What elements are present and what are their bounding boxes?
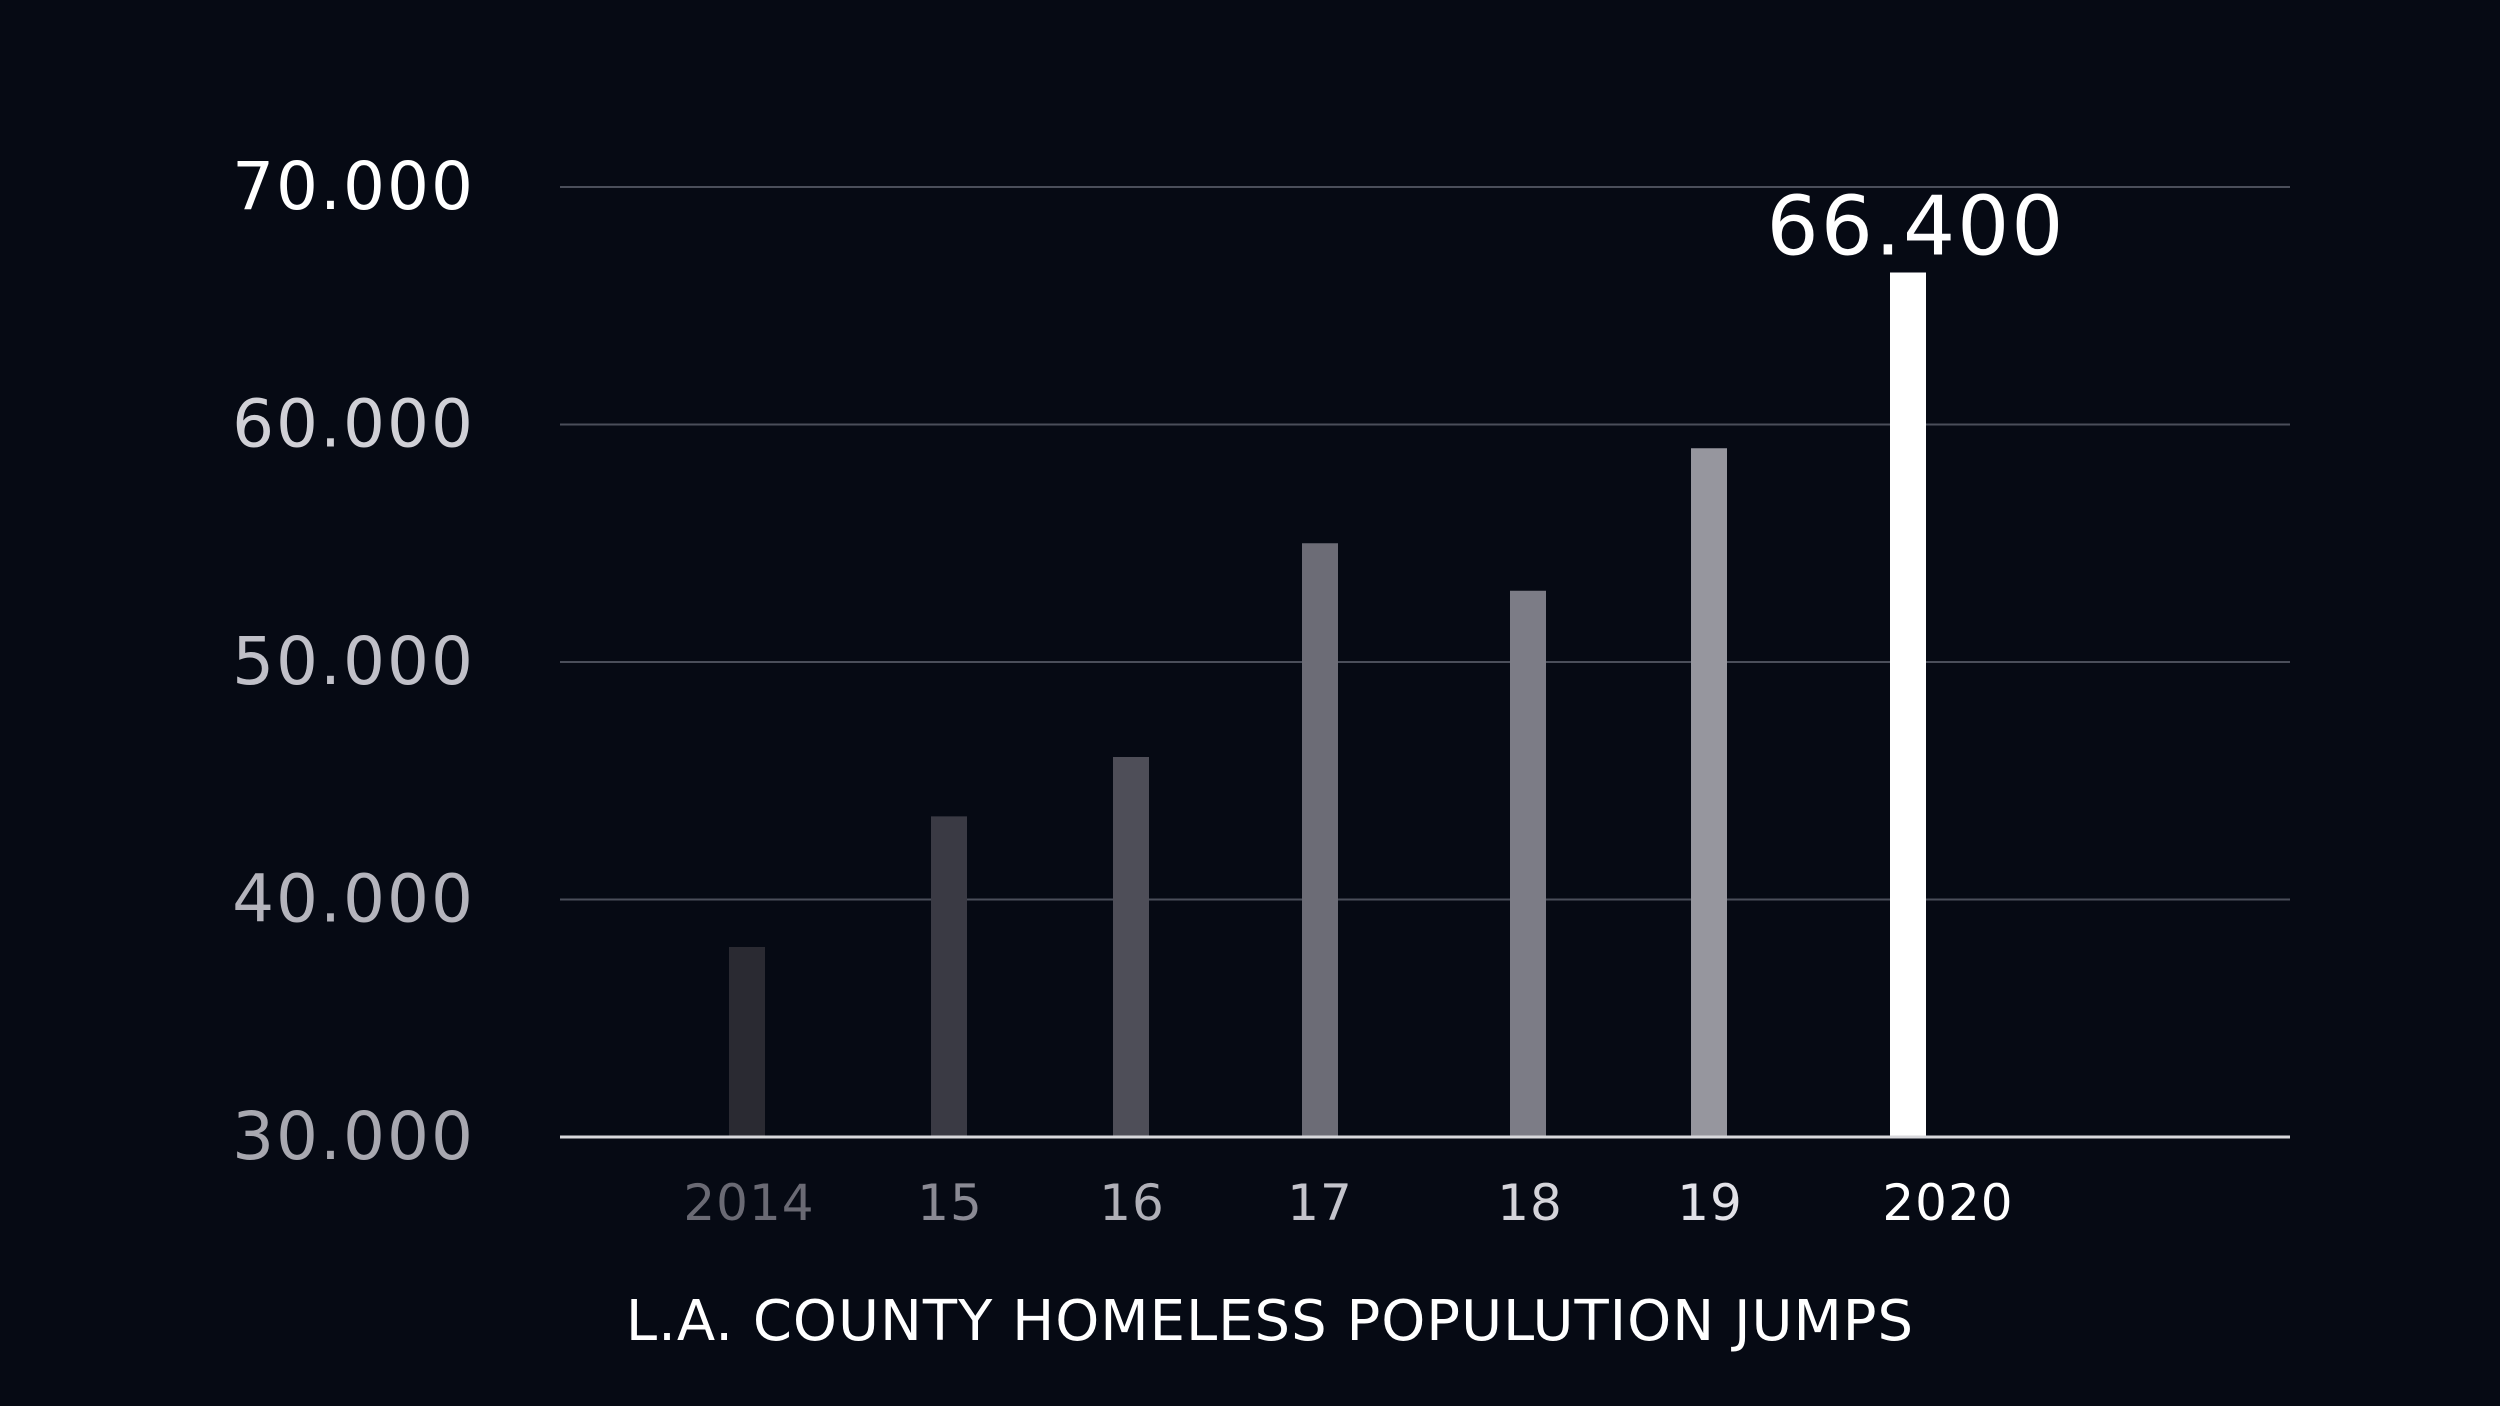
- y-tick-label: 70.000: [232, 148, 475, 225]
- gridlines: [560, 186, 2290, 901]
- bar-2014: [729, 947, 765, 1137]
- labels: 30.000 40.000 50.000 60.000 70.000 2014 15 16 17…: [232, 148, 2066, 1232]
- bar-18: [1510, 590, 1546, 1137]
- x-tick-label-2020: 2020: [1882, 1174, 2013, 1232]
- x-tick-label-15: 15: [917, 1174, 983, 1232]
- x-tick-label-17: 17: [1287, 1174, 1353, 1232]
- x-tick-label-19: 19: [1677, 1174, 1743, 1232]
- y-tick-label: 50.000: [232, 623, 475, 700]
- bar-17: [1302, 543, 1338, 1137]
- y-tick-label: 40.000: [232, 861, 475, 938]
- data-label-2020: 66.400: [1767, 180, 2066, 275]
- x-tick-label-16: 16: [1099, 1174, 1165, 1232]
- y-tick-label: 60.000: [232, 386, 475, 463]
- chart-title: L.A. COUNTY HOMELESS POPULUTION JUMPS: [626, 1289, 1914, 1354]
- bar-15: [931, 816, 967, 1137]
- x-tick-label-18: 18: [1497, 1174, 1563, 1232]
- bar-2020: [1890, 272, 1926, 1137]
- bars: [729, 272, 1926, 1137]
- bar-19: [1691, 448, 1727, 1137]
- bar-16: [1113, 757, 1149, 1137]
- y-tick-label: 30.000: [232, 1098, 475, 1175]
- x-tick-label-2014: 2014: [683, 1174, 814, 1232]
